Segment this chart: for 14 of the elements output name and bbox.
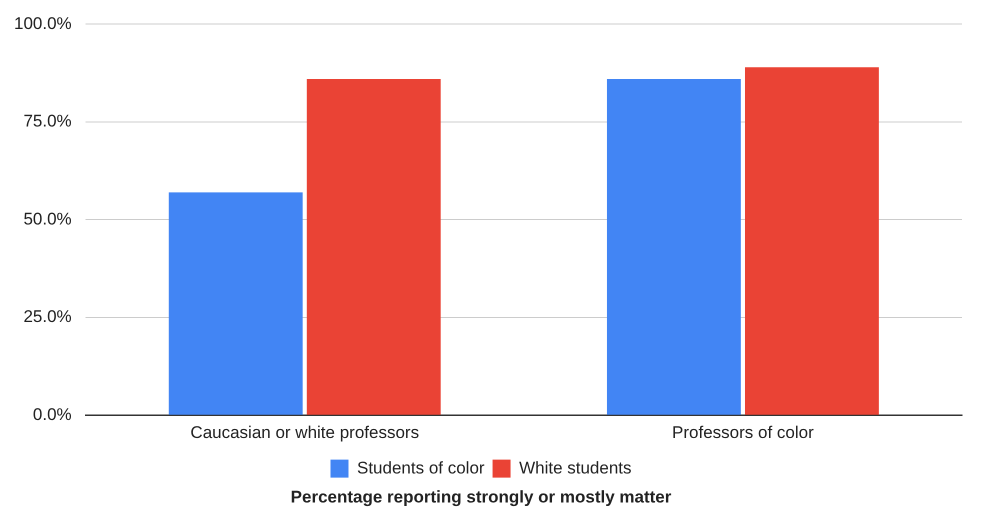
x-axis-title: Percentage reporting strongly or mostly matter (290, 487, 672, 506)
bar (744, 67, 879, 415)
y-tick-label: 100.0% (14, 14, 72, 33)
bar (168, 192, 303, 415)
y-tick-label: 50.0% (23, 209, 72, 228)
y-tick-label: 75.0% (23, 112, 72, 131)
bar (306, 78, 441, 415)
bar (606, 78, 741, 415)
x-tick-label: Professors of color (672, 423, 814, 442)
legend-label: Students of color (356, 458, 485, 478)
y-tick-label: 25.0% (23, 307, 72, 326)
y-tick-label: 0.0% (32, 404, 72, 424)
x-tick-label: Caucasian or white professors (190, 423, 420, 442)
legend-label: White students (519, 458, 632, 478)
